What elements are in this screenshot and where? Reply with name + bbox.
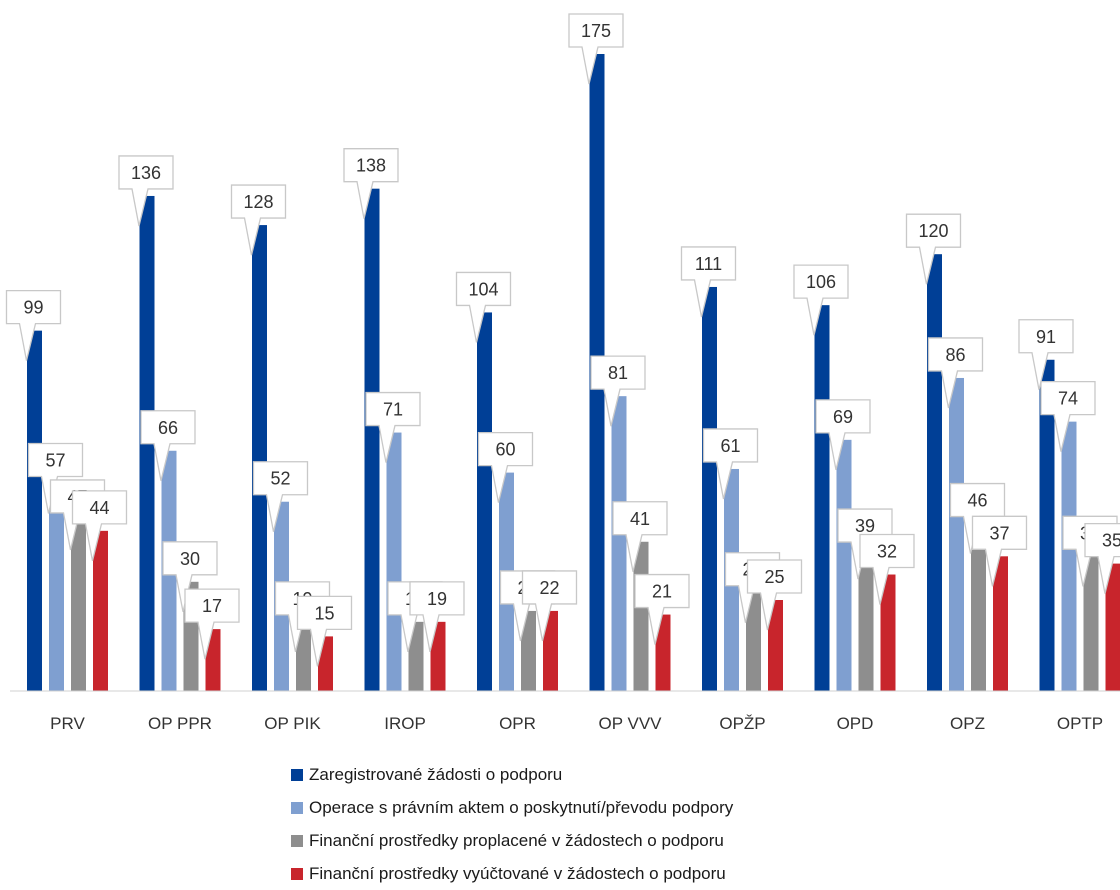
legend-swatch-legal-act [291,802,303,814]
svg-text:69: 69 [833,407,853,427]
svg-text:39: 39 [855,516,875,536]
legend-label-registered: Zaregistrované žádosti o podporu [309,765,562,785]
bar-prv-series-1 [27,331,42,691]
x-tick-label-opd: OPD [837,714,874,733]
legend-swatch-settled [291,868,303,880]
x-tick-label-optp: OPTP [1057,714,1103,733]
svg-text:71: 71 [383,400,403,420]
svg-text:25: 25 [764,567,784,587]
bar-optp-series-2 [1062,422,1077,691]
legend: Zaregistrované žádosti o podporu Operace… [291,758,733,890]
svg-text:52: 52 [270,469,290,489]
svg-text:111: 111 [695,254,722,274]
legend-swatch-registered [291,769,303,781]
bar-irop-series-1 [365,189,380,691]
svg-text:175: 175 [581,21,611,41]
bar-opz-series-1 [927,254,942,691]
svg-text:32: 32 [877,542,897,562]
svg-text:81: 81 [608,363,628,383]
svg-text:104: 104 [468,279,498,299]
x-tick-label-op-pik: OP PIK [264,714,321,733]
x-tick-label-op-p: OPŽP [719,714,765,733]
x-tick-label-op-vvv: OP VVV [599,714,663,733]
svg-text:106: 106 [806,272,836,292]
svg-text:138: 138 [356,156,386,176]
bar-op-p-series-1 [702,287,717,691]
svg-text:120: 120 [918,221,948,241]
bar-op-pik-series-1 [252,225,267,691]
x-tick-label-opr: OPR [499,714,536,733]
bar-opz-series-2 [949,378,964,691]
legend-swatch-paid [291,835,303,847]
svg-text:57: 57 [45,451,65,471]
svg-text:46: 46 [967,491,987,511]
svg-text:21: 21 [652,582,672,602]
bar-opr-series-1 [477,312,492,691]
bar-irop-series-2 [387,433,402,691]
x-tick-label-opz: OPZ [950,714,985,733]
legend-item-settled: Finanční prostředky vyúčtované v žádoste… [291,857,733,890]
svg-text:44: 44 [89,498,109,518]
svg-text:128: 128 [243,192,273,212]
svg-text:91: 91 [1036,327,1056,347]
svg-text:136: 136 [131,163,161,183]
svg-text:30: 30 [180,549,200,569]
legend-item-paid: Finanční prostředky proplacené v žádoste… [291,824,733,857]
svg-text:37: 37 [989,523,1009,543]
bar-chart: PRV OP PPR OP PIK IROP OPR OP VVV OPŽP OPD OPZ OP… [0,0,1120,760]
svg-text:86: 86 [945,345,965,365]
svg-text:41: 41 [630,509,650,529]
svg-text:61: 61 [720,436,740,456]
bar-opd-series-2 [837,440,852,691]
svg-text:99: 99 [23,298,43,318]
x-tick-label-op-ppr: OP PPR [148,714,212,733]
bar-prv-series-3 [71,520,86,691]
svg-text:19: 19 [427,589,447,609]
bar-prv-series-2 [49,484,64,691]
svg-text:35: 35 [1102,531,1120,551]
bar-opd-series-1 [815,305,830,691]
legend-item-legal-act: Operace s právním aktem o poskytnutí/pře… [291,791,733,824]
legend-label-settled: Finanční prostředky vyúčtované v žádoste… [309,864,726,884]
legend-item-registered: Zaregistrované žádosti o podporu [291,758,733,791]
legend-label-paid: Finanční prostředky proplacené v žádoste… [309,831,724,851]
svg-text:74: 74 [1058,389,1078,409]
bar-prv-series-4 [93,531,108,691]
svg-text:17: 17 [202,596,222,616]
x-tick-label-irop: IROP [384,714,426,733]
svg-text:22: 22 [539,578,559,598]
svg-text:60: 60 [495,440,515,460]
bar-op-vvv-series-2 [612,396,627,691]
x-tick-label-prv: PRV [50,714,85,733]
svg-text:66: 66 [158,418,178,438]
svg-text:15: 15 [314,603,334,623]
legend-label-legal-act: Operace s právním aktem o poskytnutí/pře… [309,798,733,818]
bar-op-vvv-series-3 [634,542,649,691]
